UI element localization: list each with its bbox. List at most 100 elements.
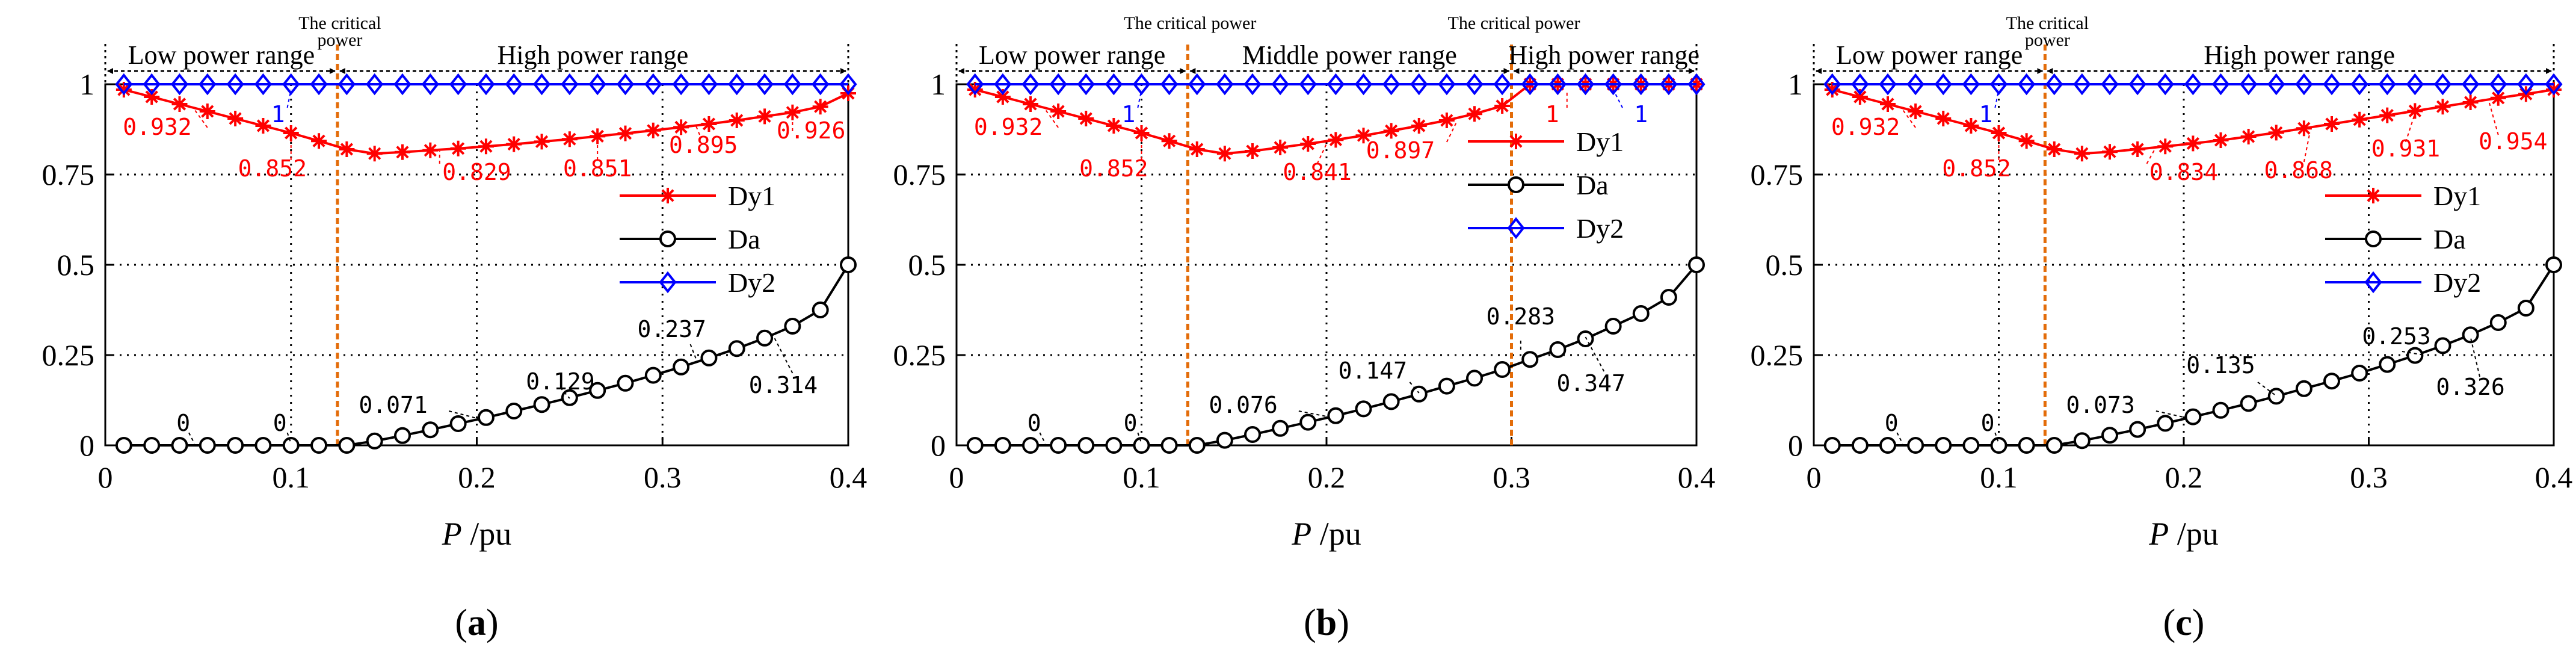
data-point-da <box>1272 419 1289 437</box>
data-label: 1 <box>1979 101 1993 128</box>
data-point-dy2 <box>2128 73 2146 96</box>
data-label: 0.954 <box>2479 128 2547 155</box>
data-point-dy1 <box>478 138 494 155</box>
panel-b: 0 0.1 0.2 0.3 0.4 0 0.25 0.5 0.75 1 P /pu (b) Low po… <box>893 13 1716 643</box>
x-tick-label: 0 <box>949 460 964 494</box>
data-point-da <box>505 403 523 419</box>
data-point-dy1 <box>2074 146 2090 162</box>
data-point-dy2 <box>1823 73 1841 96</box>
x-axis-label-unit: /pu <box>462 516 512 552</box>
data-point-dy2 <box>2184 73 2202 96</box>
data-point-dy2 <box>393 73 411 96</box>
y-tick-label: 0.75 <box>893 158 946 191</box>
y-tick-label: 1 <box>931 67 946 101</box>
data-point-dy2 <box>561 73 579 96</box>
data-point-dy2 <box>2267 73 2285 96</box>
data-point-da <box>2517 300 2534 317</box>
annotation-leader <box>448 410 477 419</box>
data-point-dy2 <box>421 73 439 96</box>
data-point-dy2 <box>1851 73 1869 96</box>
data-point-da <box>1577 330 1594 347</box>
data-point-da <box>1244 426 1261 443</box>
range-label: High power range <box>2204 40 2395 70</box>
data-point-da <box>1632 305 1650 322</box>
data-point-dy1 <box>2490 90 2506 106</box>
caption-paren-open: ( <box>1304 602 1316 643</box>
data-label: 0 <box>1981 410 1995 436</box>
data-label: 0.237 <box>637 316 706 342</box>
data-point-dy2 <box>1687 73 1706 96</box>
data-point-da <box>394 427 411 444</box>
data-point-da <box>282 437 300 454</box>
x-tick-label: 0.2 <box>1308 460 1346 494</box>
data-point-da <box>2545 256 2562 273</box>
data-point-dy2 <box>170 73 189 96</box>
data-point-da <box>1188 437 1206 454</box>
data-point-dy1 <box>283 125 299 141</box>
data-point-da <box>1494 361 1511 378</box>
data-point-dy2 <box>2323 73 2341 96</box>
data-label: 0 <box>273 410 287 436</box>
data-point-dy2 <box>1327 73 1345 96</box>
data-point-dy2 <box>477 73 495 96</box>
legend-label: Dy1 <box>2433 181 2481 211</box>
data-point-dy1 <box>1991 125 2007 141</box>
caption-paren-close: ) <box>486 602 499 643</box>
data-label: 0.868 <box>2264 157 2332 184</box>
data-label: 0.834 <box>2149 159 2218 185</box>
data-point-dy1 <box>2379 107 2396 123</box>
legend-marker <box>659 271 677 294</box>
data-point-dy2 <box>2406 73 2424 96</box>
annotation-leader <box>2405 113 2416 143</box>
data-label: 1 <box>271 101 285 128</box>
data-point-dy1 <box>2462 94 2479 110</box>
data-point-dy1 <box>729 113 745 128</box>
data-point-da <box>1521 351 1539 368</box>
data-label: 0.931 <box>2371 135 2440 162</box>
data-point-dy2 <box>994 73 1012 96</box>
data-point-dy1 <box>2240 129 2257 144</box>
data-label: 0.932 <box>123 114 191 140</box>
data-point-dy2 <box>1049 73 1067 96</box>
data-point-dy2 <box>2378 73 2396 96</box>
data-point-da <box>1327 407 1345 424</box>
x-axis-label: P /pu <box>442 516 512 552</box>
data-point-dy2 <box>505 73 523 96</box>
data-point-dy1 <box>1272 140 1289 155</box>
data-point-dy1 <box>1438 113 1455 128</box>
data-point-dy2 <box>1132 73 1151 96</box>
y-tick-label: 0.25 <box>1751 338 1804 372</box>
data-point-da <box>756 329 774 347</box>
data-point-da <box>994 437 1011 454</box>
data-point-dy2 <box>2433 73 2452 96</box>
data-point-da <box>1549 341 1567 358</box>
data-point-dy1 <box>645 122 661 138</box>
legend-label: Da <box>1576 170 1609 200</box>
data-label: 0.129 <box>526 368 594 395</box>
data-point-da <box>644 367 662 384</box>
data-point-dy2 <box>282 73 300 96</box>
data-point-da <box>1688 256 1705 273</box>
data-point-dy1 <box>2407 103 2423 119</box>
legend-marker <box>2364 271 2382 294</box>
data-point-dy2 <box>1521 73 1539 96</box>
annotation-leader <box>695 125 700 135</box>
data-point-dy1 <box>2296 120 2312 137</box>
data-point-dy2 <box>254 73 272 96</box>
data-point-dy2 <box>1934 73 1952 96</box>
data-point-dy1 <box>1216 146 1233 162</box>
annotation-leader <box>559 387 570 399</box>
caption-paren-open: ( <box>455 602 467 643</box>
data-label: 0.071 <box>359 392 427 418</box>
x-axis-label-symbol: P <box>1291 516 1311 552</box>
legend-marker <box>659 230 676 247</box>
data-point-dy1 <box>1411 118 1427 134</box>
data-point-dy1 <box>171 96 188 112</box>
data-point-dy1 <box>967 82 983 97</box>
caption-paren-open: ( <box>2163 602 2176 643</box>
range-label: Low power range <box>128 40 315 70</box>
y-tick-label: 0 <box>931 428 946 462</box>
data-point-dy2 <box>1632 73 1650 96</box>
data-point-dy1 <box>339 141 355 157</box>
data-label: 1 <box>1634 101 1648 128</box>
